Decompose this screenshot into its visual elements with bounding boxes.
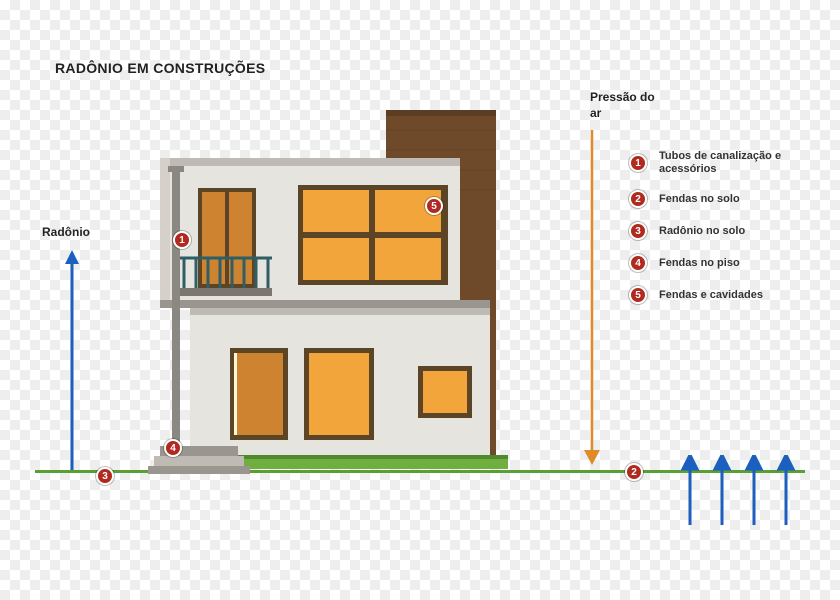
- legend-text: Fendas e cavidades: [659, 289, 763, 302]
- legend-marker-5: 5: [629, 286, 647, 304]
- air-pressure-label: Pressão do ar: [590, 90, 660, 121]
- legend: 1 Tubos de canalização e acessórios 2 Fe…: [629, 150, 809, 304]
- legend-marker-2: 2: [629, 190, 647, 208]
- scene-marker-1: 1: [173, 231, 191, 249]
- scene-marker-2: 2: [625, 463, 643, 481]
- page-title: RADÔNIO EM CONSTRUÇÕES: [55, 60, 265, 76]
- scene-marker-5: 5: [425, 197, 443, 215]
- scene-marker-4: 4: [164, 439, 182, 457]
- legend-text: Fendas no solo: [659, 193, 740, 206]
- legend-marker-1: 1: [629, 154, 647, 172]
- legend-item: 3 Radônio no solo: [629, 222, 809, 240]
- air-pressure-down-arrow-icon: [580, 130, 604, 465]
- legend-item: 5 Fendas e cavidades: [629, 286, 809, 304]
- legend-item: 1 Tubos de canalização e acessórios: [629, 150, 809, 176]
- legend-text: Tubos de canalização e acessórios: [659, 150, 809, 176]
- legend-item: 2 Fendas no solo: [629, 190, 809, 208]
- legend-text: Fendas no piso: [659, 257, 740, 270]
- radon-label: Radônio: [42, 225, 90, 239]
- ground-radon-arrows-icon: [680, 455, 810, 525]
- legend-text: Radônio no solo: [659, 225, 745, 238]
- legend-item: 4 Fendas no piso: [629, 254, 809, 272]
- scene-marker-3: 3: [96, 467, 114, 485]
- house-illustration: [130, 110, 530, 480]
- legend-marker-4: 4: [629, 254, 647, 272]
- radon-up-arrow-icon: [62, 250, 82, 470]
- legend-marker-3: 3: [629, 222, 647, 240]
